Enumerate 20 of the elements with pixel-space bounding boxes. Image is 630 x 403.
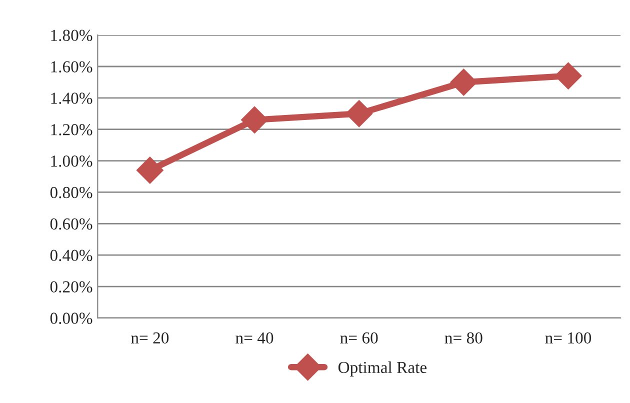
y-tick-label: 0.60% [50,218,92,230]
point [241,106,268,134]
y-tick-label: 1.40% [51,92,92,104]
legend-label: Optimal Rate [338,361,427,376]
y-tick-label: 0.20% [50,281,92,293]
x-tick-label: n= 60 [340,332,378,344]
y-tick-label: 0.80% [50,186,92,198]
y-tick-label: 1.60% [51,61,92,73]
y-tick-label: 1.00% [51,155,92,167]
y-tick-label: 0.40% [50,250,92,262]
point [450,68,478,96]
x-tick-label: n= 20 [131,332,169,344]
y-tick-label: 1.80% [51,30,92,42]
x-tick-label: n= 100 [545,332,592,344]
point [346,100,373,128]
x-tick-label: n= 40 [236,332,274,344]
y-tick-label: 0.00% [50,312,92,324]
x-tick-label: n= 80 [444,332,482,344]
y-tick-label: 1.20% [51,124,92,136]
point [136,156,164,184]
